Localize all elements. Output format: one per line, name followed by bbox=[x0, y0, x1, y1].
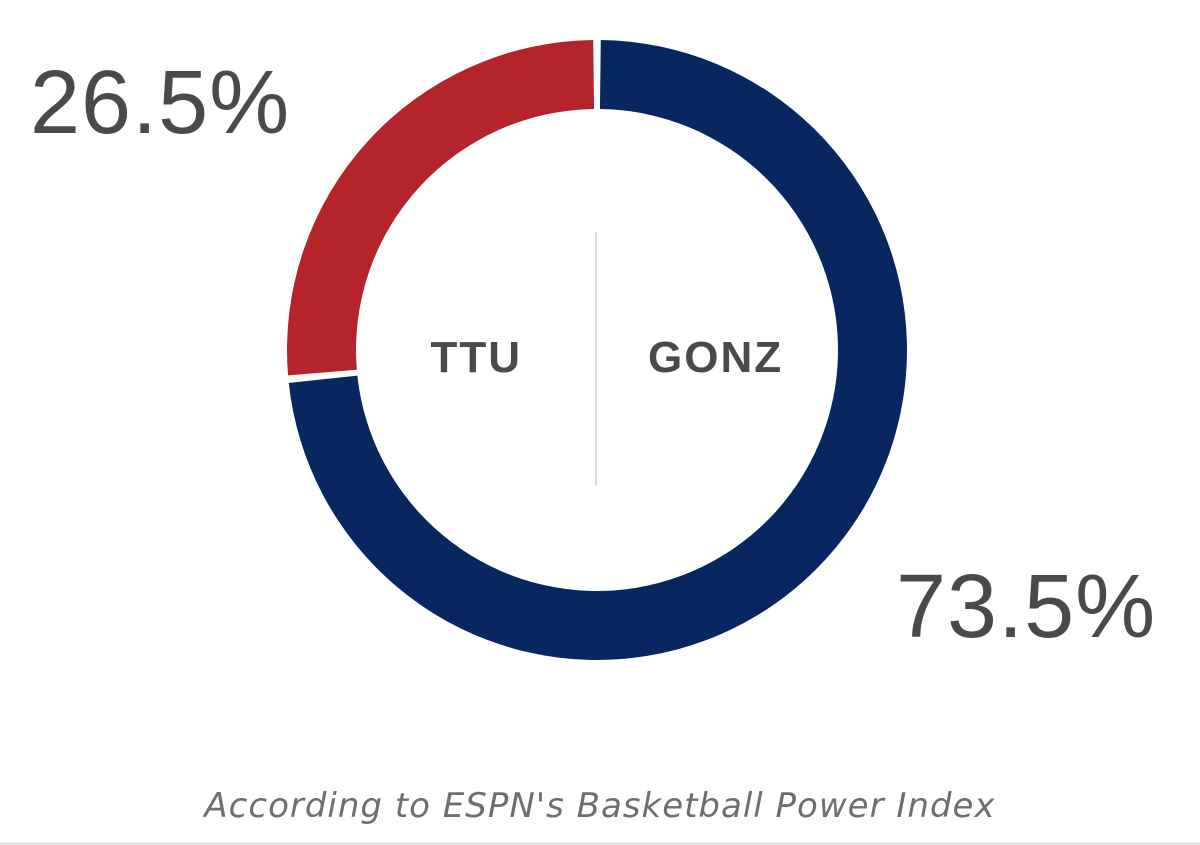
away-team-abbreviation: TTU bbox=[430, 333, 522, 382]
team-divider bbox=[595, 232, 597, 486]
source-caption: According to ESPN's Basketball Power Ind… bbox=[204, 786, 996, 826]
home-win-percentage: 73.5% bbox=[896, 557, 1157, 657]
away-win-percentage: 26.5% bbox=[30, 53, 291, 153]
donut-segments bbox=[287, 40, 908, 661]
home-team-abbreviation: GONZ bbox=[648, 333, 784, 382]
away-team-segment bbox=[287, 40, 595, 376]
bottom-divider bbox=[0, 842, 1200, 845]
